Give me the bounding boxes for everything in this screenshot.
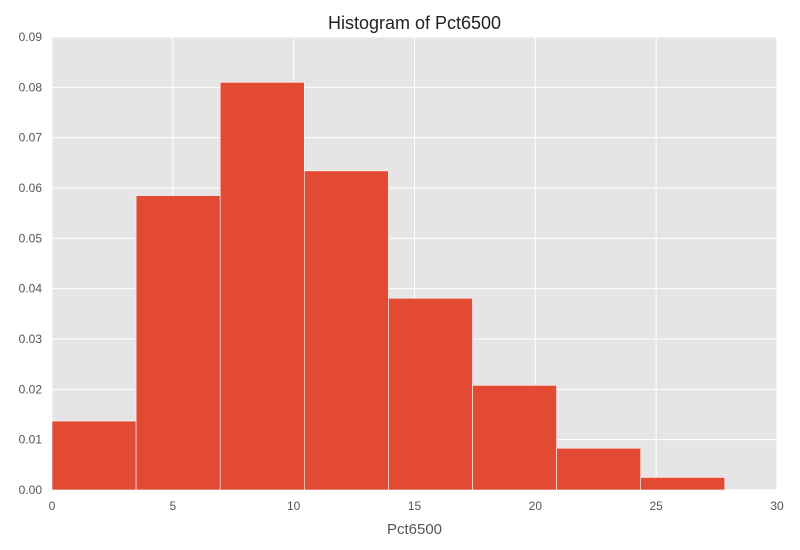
y-tick-label: 0.06 (19, 181, 43, 195)
histogram-bar (640, 477, 726, 491)
x-tick-label: 10 (287, 499, 301, 513)
x-tick-label: 30 (770, 499, 784, 513)
x-tick-label: 5 (169, 499, 176, 513)
x-axis-label: Pct6500 (387, 521, 442, 538)
x-tick-label: 0 (49, 499, 56, 513)
y-tick-label: 0.07 (19, 131, 43, 145)
y-tick-label: 0.02 (19, 382, 43, 396)
histogram-bar (51, 420, 137, 491)
x-tick-label: 25 (649, 499, 663, 513)
y-tick-label: 0.04 (19, 282, 43, 296)
y-tick-label: 0.09 (19, 30, 43, 44)
histogram-bar (556, 447, 641, 491)
y-tick-label: 0.08 (19, 80, 43, 94)
y-tick-label: 0.00 (19, 483, 43, 497)
y-tick-label: 0.01 (19, 433, 43, 447)
histogram-bar (472, 385, 557, 491)
x-tick-label: 15 (408, 499, 422, 513)
histogram-bar (303, 170, 389, 491)
x-axis-ticks: 0 5 10 15 20 25 30 (49, 499, 784, 513)
y-tick-label: 0.03 (19, 332, 43, 346)
histogram-bar (135, 195, 221, 491)
y-axis-ticks: 0.00 0.01 0.02 0.03 0.04 0.05 0.06 0.07 0.08 0.09 (19, 30, 43, 497)
histogram-bars (51, 82, 726, 491)
chart-title: Histogram of Pct6500 (328, 13, 501, 33)
x-tick-label: 20 (529, 499, 543, 513)
histogram-bar (388, 297, 473, 491)
y-tick-label: 0.05 (19, 231, 43, 245)
histogram-bar (219, 82, 305, 491)
